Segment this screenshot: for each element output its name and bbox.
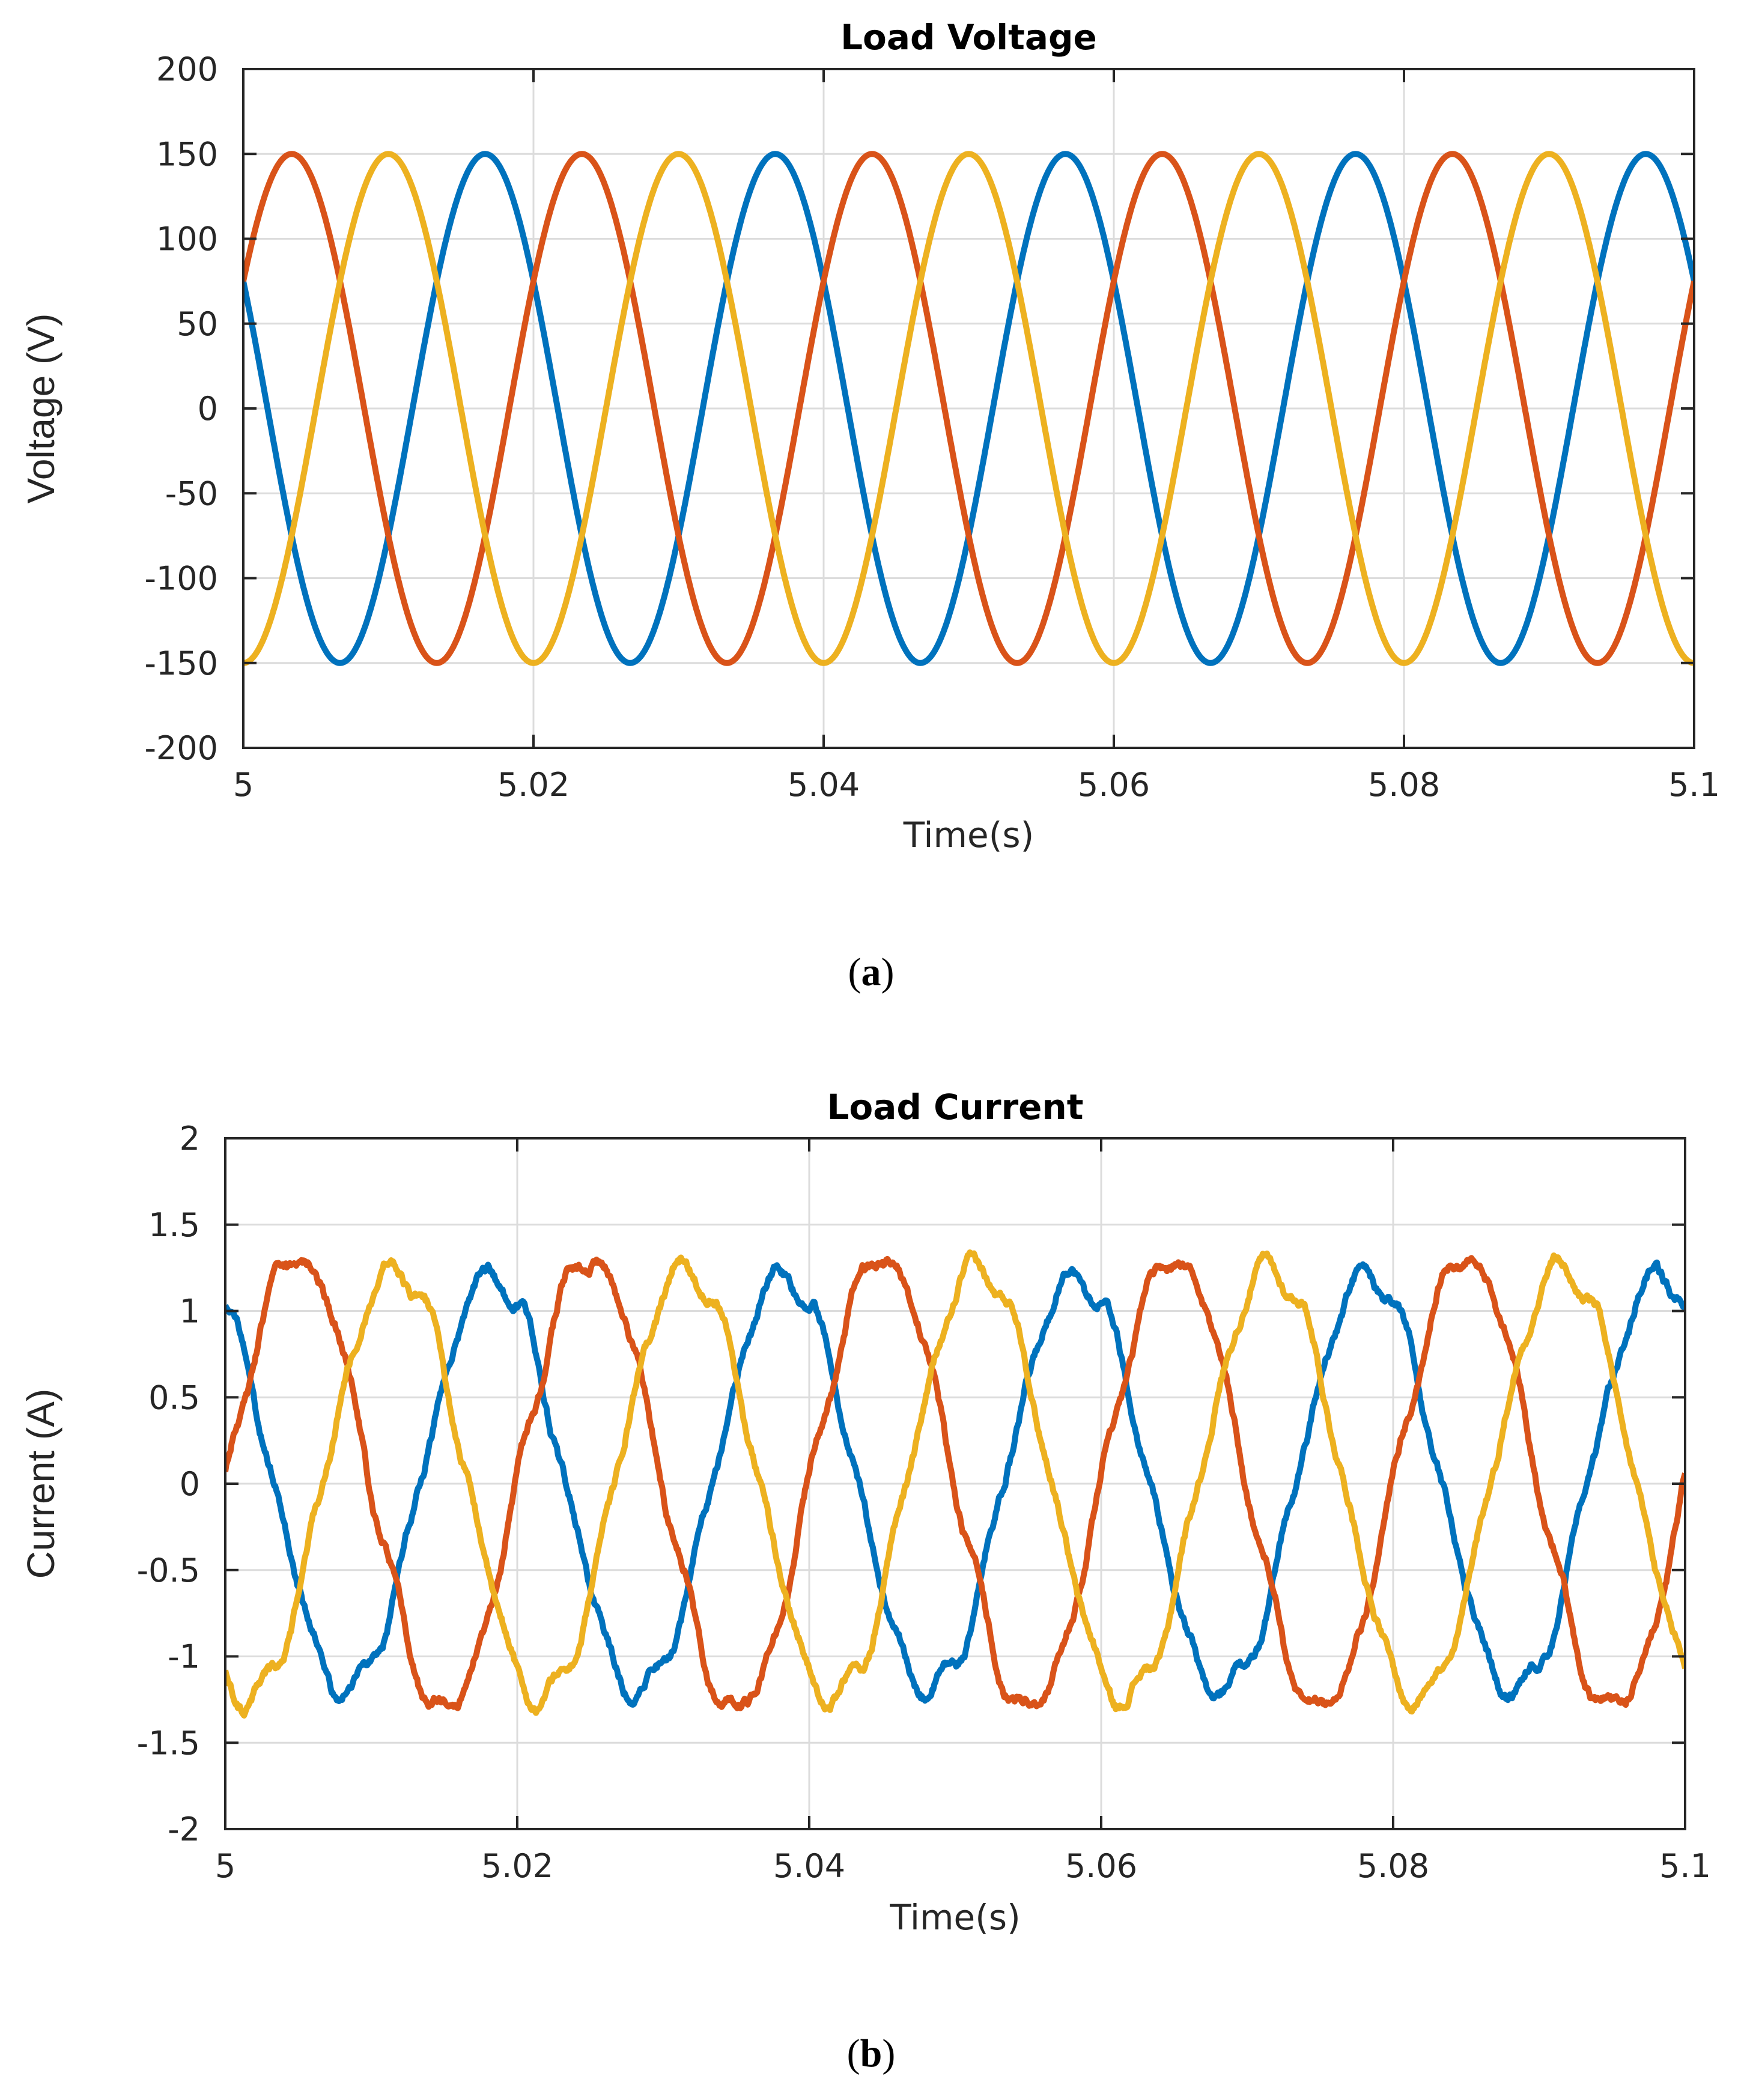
y-tick-label: -50 [165, 475, 218, 512]
x-axis-label: Time(s) [903, 815, 1034, 855]
y-tick-label: -100 [144, 560, 218, 598]
series-line-2 [225, 1255, 1685, 1711]
y-axis-label: Voltage (V) [19, 314, 62, 504]
series-line-1 [225, 1259, 1685, 1708]
x-tick-label: 5.08 [1357, 1847, 1429, 1885]
x-tick-label: 5.06 [1065, 1847, 1137, 1885]
x-tick-label: 5.02 [497, 766, 570, 804]
series-line-3 [225, 1249, 1685, 1719]
y-tick-label: -0.5 [137, 1552, 200, 1589]
x-axis-label: Time(s) [889, 1897, 1020, 1938]
panel-caption: (a) [848, 950, 895, 994]
x-tick-label: 5.1 [1668, 766, 1720, 804]
y-tick-label: -1.5 [137, 1724, 200, 1762]
y-tick-label: -200 [144, 729, 218, 767]
chart-title: Load Voltage [840, 17, 1097, 58]
y-tick-label: 0 [180, 1465, 200, 1503]
y-tick-label: 100 [156, 220, 218, 258]
y-axis-label: Current (A) [19, 1389, 62, 1579]
x-tick-label: 5.08 [1368, 766, 1440, 804]
y-tick-label: 0 [198, 390, 218, 428]
chart-title: Load Current [827, 1087, 1083, 1127]
series-line-3 [243, 151, 1694, 666]
y-tick-label: -150 [144, 645, 218, 682]
y-tick-label: 1 [180, 1293, 200, 1331]
x-tick-label: 5 [233, 766, 254, 804]
y-tick-label: 2 [180, 1120, 200, 1158]
x-tick-label: 5.04 [788, 766, 860, 804]
x-tick-label: 5 [215, 1847, 235, 1885]
panel-caption: (b) [847, 2032, 896, 2075]
y-tick-label: 150 [156, 135, 218, 173]
y-tick-label: -2 [168, 1810, 200, 1848]
y-tick-label: 0.5 [148, 1379, 200, 1416]
chart-panel-b: 5 5.02 5.04 5.06 5.08 5.1 2 1.5 1 0.5 0 -0.5 -1 -1.5 -… [19, 1087, 1711, 2075]
y-tick-label: -1 [168, 1638, 200, 1676]
chart-panel-a: 5 5.02 5.04 5.06 5.08 5.1 200 150 100 50 0 -50 -100 -… [19, 17, 1720, 994]
x-tick-label: 5.04 [773, 1847, 845, 1885]
y-tick-label: 1.5 [148, 1206, 200, 1244]
x-tick-label: 5.02 [481, 1847, 553, 1885]
x-tick-label: 5.1 [1659, 1847, 1711, 1885]
y-tick-label: 200 [156, 50, 218, 88]
x-tick-label: 5.06 [1078, 766, 1150, 804]
y-tick-label: 50 [177, 305, 218, 343]
